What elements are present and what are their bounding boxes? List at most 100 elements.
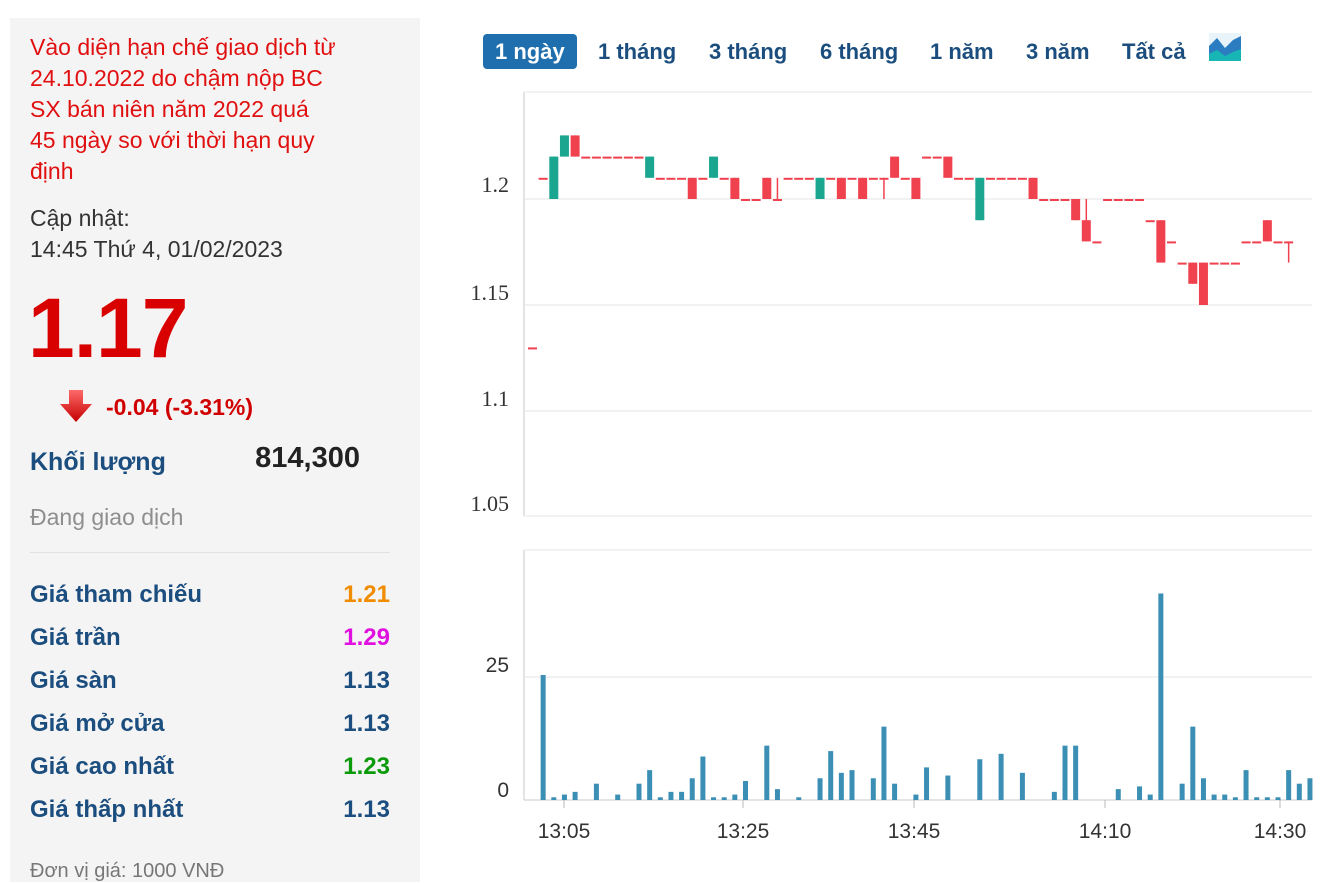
- candle-body: [751, 199, 761, 201]
- x-tick-label: 13:25: [717, 820, 770, 843]
- candle-body: [783, 177, 793, 180]
- volume-bar: [615, 794, 621, 800]
- stat-label: Giá mở cửa: [30, 710, 165, 737]
- candle-body: [911, 177, 921, 199]
- stat-row-reference: Giá tham chiếu 1.21: [30, 581, 390, 611]
- notice-line: Vào diện hạn chế giao dịch từ: [30, 34, 336, 60]
- volume-bar: [1073, 745, 1079, 800]
- volume-bar: [561, 794, 567, 800]
- volume-bar: [668, 791, 674, 800]
- stat-value: 1.29: [343, 624, 390, 651]
- tab-all[interactable]: Tất cả: [1122, 39, 1186, 64]
- candle-body: [1284, 241, 1294, 244]
- volume-bar: [1179, 783, 1185, 800]
- area-chart-icon[interactable]: [1208, 32, 1242, 67]
- volume-bar: [700, 756, 706, 800]
- candle-body: [847, 177, 857, 180]
- volume-bar: [764, 745, 770, 800]
- volume-bar: [774, 789, 780, 800]
- volume-bar: [838, 772, 844, 800]
- candle-body: [954, 177, 963, 180]
- volume-bar: [1222, 794, 1228, 800]
- x-tick-label: 14:30: [1254, 820, 1307, 843]
- stat-value: 1.13: [343, 796, 390, 823]
- volume-bar: [1147, 794, 1153, 800]
- volume-bar: [1286, 770, 1292, 800]
- stat-label: Giá tham chiếu: [30, 581, 203, 608]
- volume-series: [540, 593, 1313, 800]
- notice-line: SX bán niên năm 2022 quá: [30, 96, 309, 122]
- volume-bar: [657, 797, 663, 800]
- candle-body: [730, 177, 740, 199]
- notice-line: định: [30, 158, 74, 184]
- tab-1-month[interactable]: 1 tháng: [598, 39, 677, 64]
- volume-bar: [828, 751, 834, 800]
- candle-body: [826, 177, 836, 180]
- volume-bar: [849, 770, 855, 800]
- volume-bar: [1307, 778, 1313, 800]
- candle-body: [666, 177, 676, 180]
- stock-info-panel: [10, 18, 420, 882]
- volume-bar: [1232, 797, 1238, 800]
- candle-body: [613, 156, 623, 159]
- volume-bar: [1264, 797, 1270, 800]
- volume-bar: [1296, 783, 1302, 800]
- tab-1-day[interactable]: 1 ngày: [483, 34, 577, 69]
- volume-bar: [1190, 726, 1196, 800]
- candle-body: [549, 156, 559, 199]
- candle-body: [1135, 199, 1145, 201]
- volume-bar: [647, 770, 653, 800]
- candle-body: [709, 156, 719, 178]
- volume-bar: [881, 726, 887, 800]
- volume-bar: [551, 797, 557, 800]
- candle-body: [922, 156, 932, 159]
- volume-bar: [913, 794, 919, 800]
- stat-row-low: Giá thấp nhất 1.13: [30, 796, 390, 826]
- notice-line: 24.10.2022 do chậm nộp BC: [30, 65, 323, 91]
- candle-body: [1156, 220, 1166, 263]
- candle-body: [943, 156, 953, 178]
- volume-bar: [572, 791, 578, 800]
- candle-body: [1007, 177, 1017, 180]
- price-change: -0.04 (-3.31%): [106, 394, 254, 420]
- candle-body: [1039, 199, 1049, 201]
- volume-tick-label: 25: [486, 654, 509, 677]
- trading-status: Đang giao dịch: [30, 504, 184, 530]
- candle-body: [719, 177, 729, 180]
- candle-body: [1230, 262, 1240, 265]
- candle-body: [900, 177, 910, 180]
- volume-bar: [945, 775, 951, 800]
- candle-body: [804, 177, 814, 180]
- candle-body: [858, 177, 868, 199]
- volume-bar: [892, 783, 898, 800]
- candle-series: [528, 135, 1294, 350]
- candle-body: [762, 177, 772, 199]
- candle-body: [964, 177, 974, 180]
- volume-tick-label: 0: [497, 779, 509, 802]
- notice-line: 45 ngày so với thời hạn quy: [30, 127, 315, 153]
- price-tick-label: 1.2: [482, 172, 510, 197]
- tab-6-months[interactable]: 6 tháng: [820, 39, 899, 64]
- volume-bar: [1019, 772, 1025, 800]
- trading-restriction-notice: Vào diện hạn chế giao dịch từ 24.10.2022…: [30, 32, 390, 187]
- current-price: 1.17: [28, 281, 188, 375]
- price-tick-label: 1.05: [471, 491, 510, 516]
- stat-value: 1.21: [343, 581, 390, 608]
- volume-bar: [679, 791, 685, 800]
- tab-1-year[interactable]: 1 năm: [930, 39, 994, 64]
- update-datetime: 14:45 Thứ 4, 01/02/2023: [30, 236, 283, 262]
- stat-row-high: Giá cao nhất 1.23: [30, 753, 390, 783]
- candle-body: [1028, 177, 1038, 199]
- candle-body: [559, 135, 569, 157]
- candle-body: [1017, 177, 1027, 180]
- stat-label: Giá thấp nhất: [30, 796, 184, 823]
- candle-body: [538, 177, 548, 180]
- volume-bar: [977, 759, 983, 800]
- volume-bar: [1062, 745, 1068, 800]
- volume-bar: [721, 797, 727, 800]
- volume-bar: [540, 675, 546, 800]
- tab-3-months[interactable]: 3 tháng: [709, 39, 788, 64]
- stat-row-open: Giá mở cửa 1.13: [30, 710, 390, 740]
- tab-3-years[interactable]: 3 năm: [1026, 39, 1090, 64]
- stat-row-ceiling: Giá trần 1.29: [30, 624, 390, 654]
